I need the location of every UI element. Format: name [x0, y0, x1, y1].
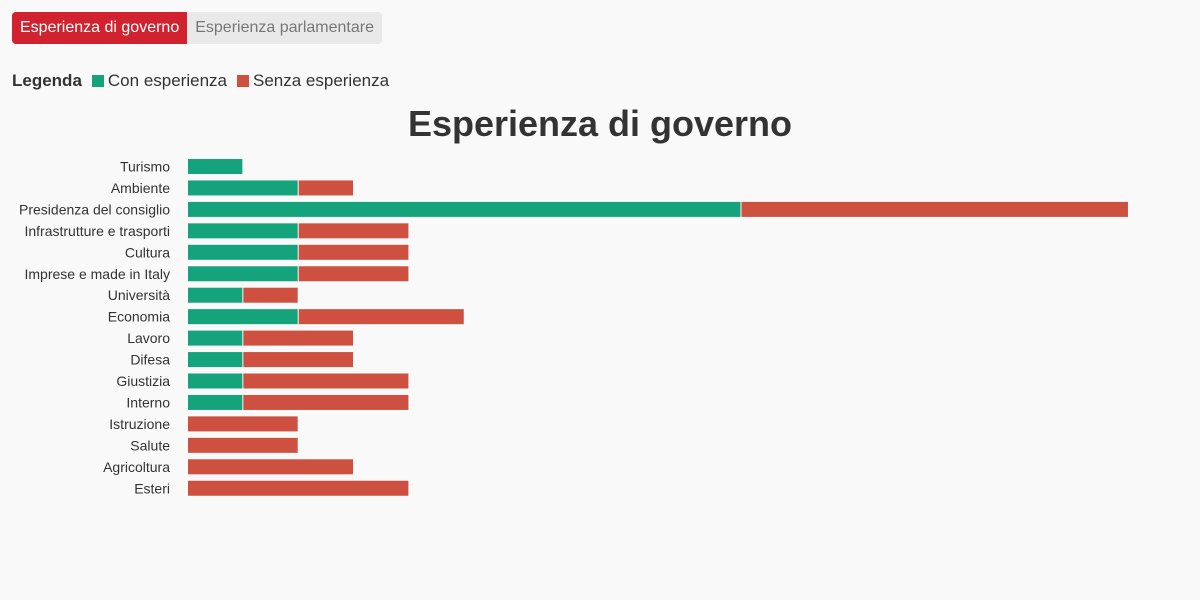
category-label: Lavoro: [127, 330, 170, 346]
category-label: Turismo: [120, 159, 170, 175]
category-label: Ambiente: [111, 180, 170, 196]
bar-con-esperienza[interactable]: [188, 394, 243, 410]
bar-senza-esperienza[interactable]: [188, 437, 298, 453]
legend-label-con-esperienza: Con esperienza: [107, 71, 227, 90]
category-label: Istruzione: [109, 416, 170, 432]
bar-senza-esperienza[interactable]: [243, 330, 354, 346]
bar-con-esperienza[interactable]: [188, 180, 298, 196]
bar-senza-esperienza[interactable]: [298, 266, 409, 282]
bar-senza-esperienza[interactable]: [298, 309, 464, 325]
legend-item-con-esperienza: Con esperienza: [91, 71, 227, 91]
bar-senza-esperienza[interactable]: [243, 394, 409, 410]
bar-con-esperienza[interactable]: [188, 223, 298, 239]
chart-title: Esperienza di governo: [407, 103, 793, 144]
category-label: Università: [108, 287, 170, 303]
bar-con-esperienza[interactable]: [188, 309, 298, 325]
category-label: Economia: [108, 309, 170, 325]
bar-con-esperienza[interactable]: [188, 201, 741, 217]
category-label: Cultura: [125, 244, 170, 260]
category-label: Difesa: [130, 352, 170, 368]
bar-senza-esperienza[interactable]: [188, 480, 409, 496]
bar-senza-esperienza[interactable]: [188, 416, 298, 432]
legend-swatch-con-esperienza: [91, 75, 104, 87]
bar-con-esperienza[interactable]: [188, 287, 243, 303]
bar-con-esperienza[interactable]: [188, 244, 298, 260]
category-label: Agricoltura: [103, 459, 170, 475]
bar-senza-esperienza[interactable]: [243, 352, 354, 368]
bar-senza-esperienza[interactable]: [298, 223, 409, 239]
tab-bar: Esperienza di governo Esperienza parlame…: [12, 12, 382, 44]
category-label: Imprese e made in Italy: [24, 266, 170, 282]
legend-item-senza-esperienza: Senza esperienza: [236, 71, 390, 91]
legend-swatch-senza-esperienza: [236, 75, 249, 87]
legend-title: Legenda: [12, 71, 82, 90]
bar-con-esperienza[interactable]: [188, 330, 243, 346]
bar-senza-esperienza[interactable]: [741, 201, 1128, 217]
bar-senza-esperienza[interactable]: [243, 287, 298, 303]
bar-senza-esperienza[interactable]: [188, 459, 354, 475]
bar-con-esperienza[interactable]: [188, 352, 243, 368]
category-label: Giustizia: [116, 373, 170, 389]
bar-con-esperienza[interactable]: [188, 159, 243, 174]
tab-esperienza-parlamentare[interactable]: Esperienza parlamentare: [187, 12, 382, 44]
bar-senza-esperienza[interactable]: [298, 244, 409, 260]
tab-esperienza-di-governo[interactable]: Esperienza di governo: [12, 12, 188, 44]
category-label: Infrastrutture e trasporti: [24, 223, 170, 239]
category-label: Interno: [126, 394, 170, 410]
legend-label-senza-esperienza: Senza esperienza: [252, 71, 390, 90]
bar-con-esperienza[interactable]: [188, 266, 298, 282]
bar-senza-esperienza[interactable]: [298, 180, 354, 196]
bar-con-esperienza[interactable]: [188, 373, 243, 389]
legend: Legenda Con esperienza Senza esperienza: [12, 70, 399, 92]
bar-senza-esperienza[interactable]: [243, 373, 409, 389]
category-label: Esteri: [134, 480, 170, 496]
category-label: Presidenza del consiglio: [19, 201, 170, 217]
category-label: Salute: [130, 437, 170, 453]
